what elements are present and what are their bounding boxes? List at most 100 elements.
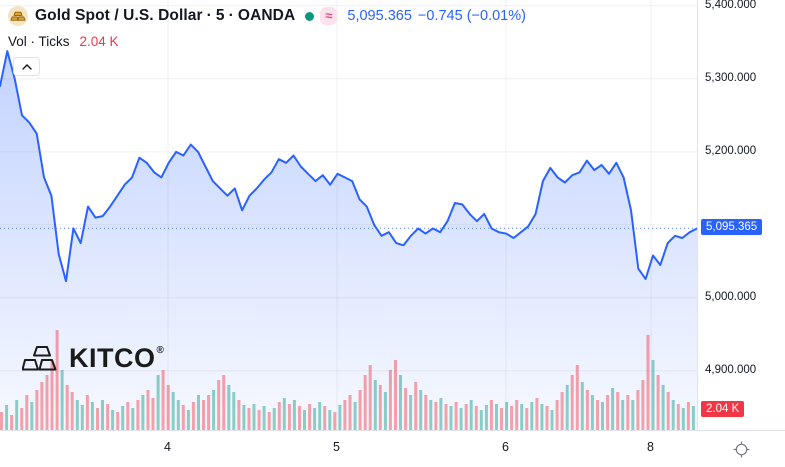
volume-bar — [166, 385, 170, 430]
symbol-name: Gold Spot / U.S. Dollar — [35, 7, 203, 24]
kitco-wordmark: KITCO — [69, 343, 156, 373]
volume-bar — [287, 404, 291, 430]
volume-bar — [469, 400, 473, 430]
volume-bar — [80, 405, 84, 430]
volume-bar — [565, 385, 569, 430]
volume-bar — [691, 406, 695, 430]
volume-bar — [136, 400, 140, 430]
volume-bar — [520, 404, 524, 430]
volume-bar — [5, 405, 9, 430]
volume-bar — [419, 390, 423, 430]
volume-bar — [161, 370, 165, 430]
volume-bar — [621, 400, 625, 430]
volume-bar — [75, 400, 79, 430]
volume-bar — [611, 388, 615, 430]
volume-bar — [363, 375, 367, 430]
volume-bar — [388, 370, 392, 430]
volume-bar — [313, 408, 317, 430]
volume-bar — [464, 404, 468, 430]
volume-bar — [151, 398, 155, 430]
axis-corner — [697, 430, 785, 467]
indicator-row: Vol · Ticks 2.04 K — [8, 34, 526, 49]
volume-bar — [484, 405, 488, 430]
volume-bar — [323, 406, 327, 430]
change-percent: (−0.01%) — [466, 8, 526, 24]
time-tick-label: 5 — [333, 440, 340, 454]
volume-bar — [318, 402, 322, 430]
volume-bar — [646, 335, 650, 430]
volume-bar — [495, 404, 498, 430]
volume-bar — [479, 410, 483, 430]
area-fill — [0, 51, 697, 430]
volume-bar — [358, 390, 362, 430]
interval-label: 5 — [215, 7, 225, 24]
volume-bar — [111, 410, 115, 430]
volume-bar — [414, 382, 418, 430]
volume-bar — [222, 375, 226, 430]
price-tick-label: 5,000.000 — [705, 291, 757, 303]
volume-bar — [343, 400, 347, 430]
volume-bar — [25, 395, 29, 430]
volume-bar — [489, 400, 493, 430]
volume-bar — [10, 415, 14, 430]
volume-bar — [333, 412, 337, 430]
symbol-title[interactable]: Gold Spot / U.S. Dollar · 5 · OANDA — [35, 7, 295, 25]
volume-bar — [267, 412, 271, 430]
volume-bar — [282, 398, 286, 430]
volume-bar — [596, 400, 599, 430]
volume-bar — [15, 400, 19, 430]
volume-bar — [510, 406, 514, 430]
volume-bar — [399, 375, 402, 430]
volume-bar — [20, 408, 24, 430]
volume-bar — [606, 395, 610, 430]
price-chart-canvas[interactable] — [0, 0, 697, 430]
volume-bar — [353, 402, 357, 430]
price-tick-label: 5,200.000 — [705, 145, 757, 157]
volume-bar — [131, 408, 135, 430]
change-value: −0.745 — [417, 8, 463, 24]
volume-bar — [676, 404, 680, 430]
time-axis[interactable]: 4 5 6 8 — [0, 430, 697, 467]
chart-legend: Gold Spot / U.S. Dollar · 5 · OANDA ≈ 5,095.… — [8, 5, 526, 76]
volume-bar — [191, 402, 195, 430]
volume-bar — [257, 410, 261, 430]
volume-bar — [292, 400, 296, 430]
time-tick-label: 6 — [502, 440, 509, 454]
volume-bar — [272, 408, 276, 430]
separator: · — [206, 7, 212, 24]
volume-bar — [65, 385, 69, 430]
volume-bar — [500, 408, 503, 430]
volume-bar — [90, 402, 94, 430]
kitco-logo: KITCO ® — [22, 345, 164, 372]
price-tick-label: 5,400.000 — [705, 0, 757, 11]
gold-bars-icon — [22, 346, 57, 371]
volume-bar — [277, 402, 281, 430]
target-icon[interactable] — [733, 441, 750, 458]
volume-bar — [35, 390, 39, 430]
time-tick-label: 4 — [164, 440, 171, 454]
volume-bar — [227, 385, 231, 430]
price-axis[interactable]: 5,095.365 2.04 K 5,400.000 5,300.000 5,200… — [697, 0, 785, 430]
approx-data-badge-icon[interactable]: ≈ — [320, 7, 338, 25]
volume-bar — [631, 400, 635, 430]
volume-bar — [262, 406, 266, 430]
volume-bar — [671, 400, 675, 430]
volume-bar — [383, 392, 387, 430]
indicator-value: 2.04 K — [79, 34, 119, 49]
collapse-legend-button[interactable] — [13, 57, 40, 76]
indicator-label[interactable]: Vol · Ticks — [8, 34, 70, 49]
volume-bar — [197, 395, 200, 430]
volume-bar — [434, 402, 438, 430]
price-chart-pane[interactable]: Gold Spot / U.S. Dollar · 5 · OANDA ≈ 5,095.… — [0, 0, 697, 430]
price-change: −0.745 (−0.01%) — [418, 8, 526, 24]
volume-bar — [232, 392, 236, 430]
volume-bar — [545, 406, 549, 430]
volume-bar — [252, 404, 256, 430]
volume-bar — [409, 395, 413, 430]
volume-bar — [70, 392, 74, 430]
volume-bar — [459, 408, 463, 430]
volume-bar — [207, 395, 211, 430]
volume-bar — [308, 404, 312, 430]
volume-bar — [30, 402, 34, 430]
